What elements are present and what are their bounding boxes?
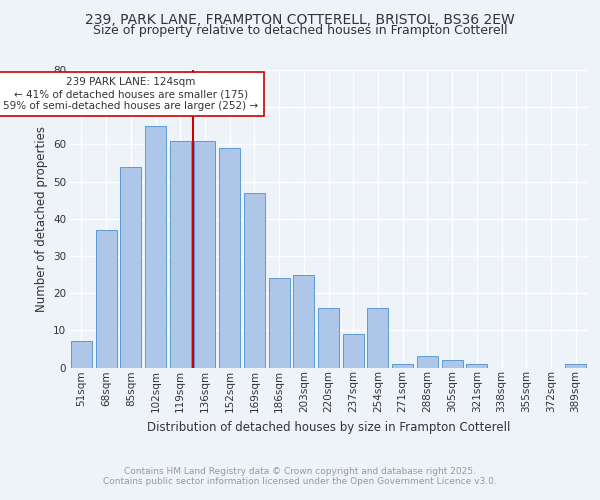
Text: 239 PARK LANE: 124sqm
← 41% of detached houses are smaller (175)
59% of semi-det: 239 PARK LANE: 124sqm ← 41% of detached … <box>3 78 259 110</box>
Bar <box>367 308 388 368</box>
Bar <box>244 192 265 368</box>
Bar <box>392 364 413 368</box>
Bar <box>565 364 586 368</box>
Text: Contains HM Land Registry data © Crown copyright and database right 2025.: Contains HM Land Registry data © Crown c… <box>124 467 476 476</box>
Bar <box>219 148 240 368</box>
Bar <box>145 126 166 368</box>
Bar <box>120 166 141 368</box>
Text: Size of property relative to detached houses in Frampton Cotterell: Size of property relative to detached ho… <box>92 24 508 37</box>
Bar <box>466 364 487 368</box>
Bar <box>170 140 191 368</box>
Bar <box>417 356 438 368</box>
X-axis label: Distribution of detached houses by size in Frampton Cotterell: Distribution of detached houses by size … <box>147 420 510 434</box>
Text: Contains public sector information licensed under the Open Government Licence v3: Contains public sector information licen… <box>103 477 497 486</box>
Bar <box>293 274 314 368</box>
Y-axis label: Number of detached properties: Number of detached properties <box>35 126 47 312</box>
Bar <box>318 308 339 368</box>
Bar <box>269 278 290 368</box>
Bar <box>343 334 364 368</box>
Bar <box>442 360 463 368</box>
Text: 239, PARK LANE, FRAMPTON COTTERELL, BRISTOL, BS36 2EW: 239, PARK LANE, FRAMPTON COTTERELL, BRIS… <box>85 12 515 26</box>
Bar <box>95 230 116 368</box>
Bar <box>71 342 92 367</box>
Bar <box>194 140 215 368</box>
